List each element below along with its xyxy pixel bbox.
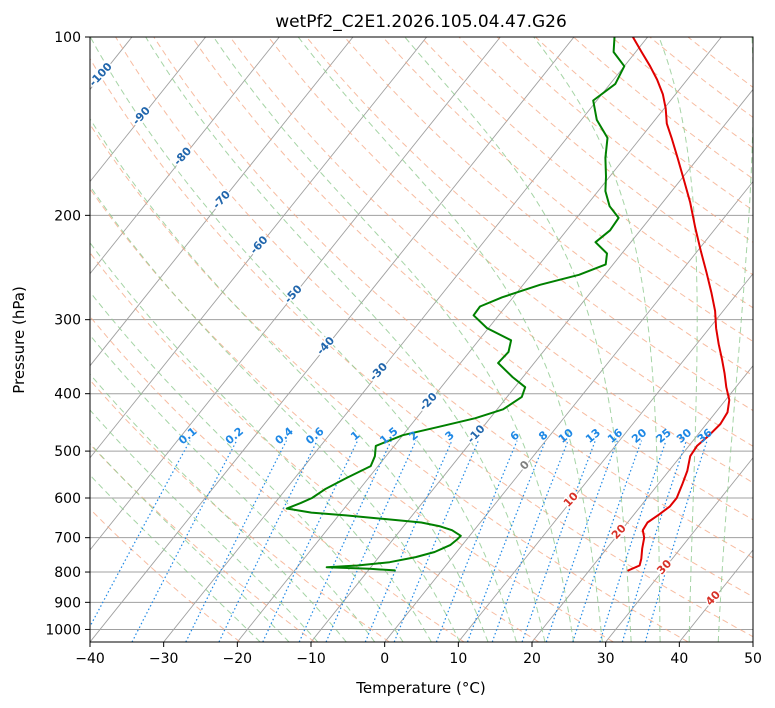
mixing-ratio-line: [218, 440, 318, 642]
y-tick-label: 400: [54, 387, 81, 403]
isotherm-lines: [90, 37, 753, 642]
moist-adiabat: [90, 373, 347, 642]
mixing-ratio-line: [621, 440, 687, 642]
isotherm-line: [384, 180, 753, 642]
mixing-ratio-line: [393, 440, 479, 642]
mixing-ratio-line: [185, 440, 288, 642]
plot-frame: [89, 36, 754, 643]
dry-adiabat: [306, 37, 753, 412]
moist-adiabat: [297, 37, 603, 642]
y-tick-label: 100: [54, 30, 81, 46]
x-tick-label: −10: [296, 651, 326, 667]
dry-adiabat: [344, 37, 753, 377]
y-tick-label: 900: [54, 595, 81, 611]
y-tick-label: 1000: [45, 622, 81, 638]
x-tick-label: 40: [670, 651, 688, 667]
mixing-ratio-line: [545, 440, 618, 642]
profile-series: [285, 37, 731, 572]
y-tick-label: 500: [54, 444, 81, 460]
x-tick-label: 20: [523, 651, 541, 667]
x-tick-label: 10: [449, 651, 467, 667]
mixing-ratio-line: [599, 440, 667, 642]
isotherm-line: [310, 88, 753, 642]
x-tick-label: −30: [149, 651, 179, 667]
moist-adiabat: [90, 334, 376, 642]
isotherm-line: [90, 37, 354, 367]
moist-adiabat: [145, 37, 546, 642]
moist-adiabat: [404, 37, 632, 642]
moist-adiabat: [717, 37, 753, 642]
mixing-ratio-lines: [90, 440, 708, 642]
moist-adiabat: [533, 37, 661, 642]
y-tick-label: 600: [54, 491, 81, 507]
dewpoint-profile-line: [285, 37, 626, 572]
moist-adiabat: [90, 117, 489, 642]
mixing-ratio-line: [521, 440, 596, 642]
moist-adiabat-lines: [90, 37, 753, 642]
moist-adiabat: [658, 37, 698, 642]
isotherm-line: [90, 37, 575, 642]
isotherm-line: [457, 272, 753, 642]
x-axis-title: Temperature (°C): [355, 679, 485, 697]
moist-adiabat: [90, 241, 432, 642]
isotherm-line: [90, 37, 428, 459]
y-tick-label: 200: [54, 208, 81, 224]
mixing-ratio-line: [325, 440, 417, 642]
x-tick-label: −40: [75, 651, 105, 667]
mixing-ratio-line: [644, 440, 708, 642]
isotherm-line: [605, 457, 753, 642]
temperature-profile-line: [627, 37, 731, 572]
y-tick-label: 700: [54, 531, 81, 547]
moist-adiabat: [213, 37, 575, 642]
dry-adiabat: [90, 379, 390, 642]
dry-adiabat: [229, 37, 753, 484]
isotherm-line: [531, 365, 753, 642]
chart-title: wetPf2_C2E1.2026.105.04.47.G26: [275, 12, 567, 32]
dry-adiabat: [267, 37, 753, 447]
mixing-ratio-line: [491, 440, 569, 642]
dry-adiabat: [90, 123, 689, 642]
isotherm-line: [163, 37, 649, 642]
y-tick-label: 300: [54, 313, 81, 329]
isotherm-line: [90, 37, 207, 183]
moist-adiabat: [90, 291, 404, 642]
dry-adiabat: [191, 37, 753, 521]
dry-adiabat: [90, 315, 465, 642]
y-tick-label: 800: [54, 565, 81, 581]
y-axis-title: Pressure (hPa): [10, 286, 28, 394]
moist-adiabat: [90, 474, 261, 642]
mixing-ratio-line: [298, 440, 392, 642]
axis-ticks: −40 −30 −20 −10 0 10 20 30 40 50 100 200 300 400 500 60…: [45, 30, 762, 667]
x-tick-label: 0: [380, 651, 389, 667]
x-tick-label: 30: [597, 651, 615, 667]
x-tick-label: −20: [223, 651, 253, 667]
moist-adiabat: [90, 37, 517, 642]
isotherm-line: [90, 37, 280, 275]
moist-adiabat: [90, 442, 290, 642]
dry-adiabat: [90, 252, 540, 642]
x-tick-label: 50: [744, 651, 762, 667]
mixing-ratio-line: [90, 440, 191, 628]
isotherm-line: [236, 37, 722, 642]
isotherm-line: [90, 37, 501, 551]
